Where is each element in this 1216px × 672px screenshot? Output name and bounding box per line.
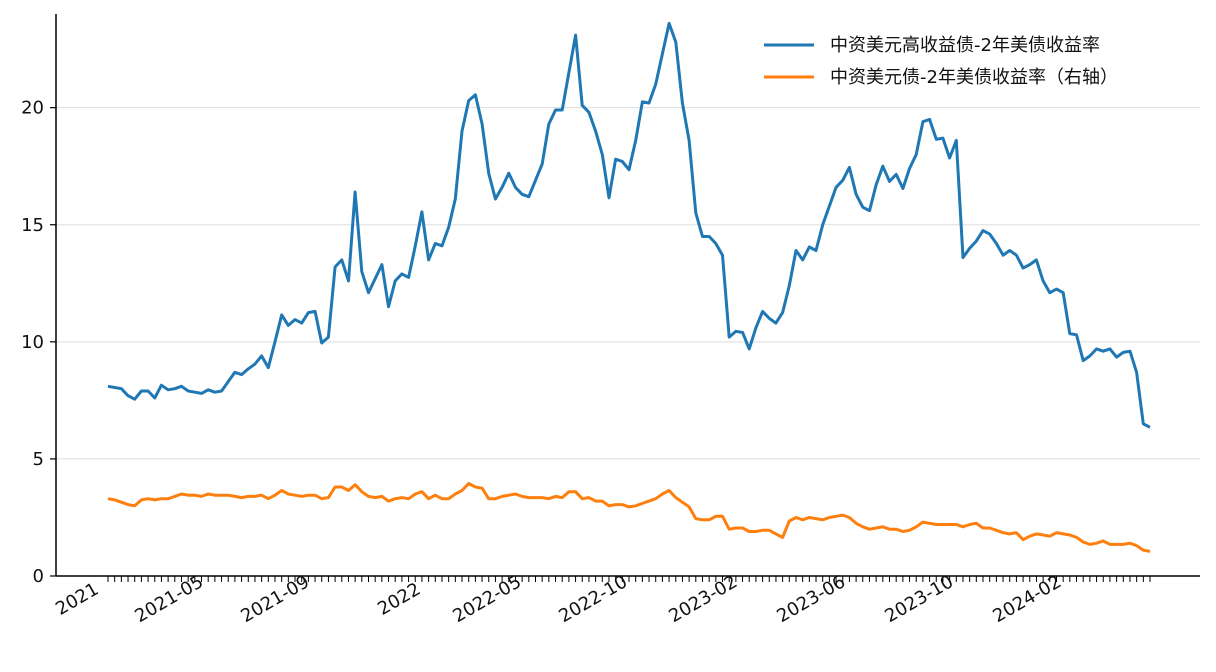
legend-label-1: 中资美元高收益债-2年美债收益率 <box>830 35 1100 56</box>
series-line-2 <box>107 482 1151 553</box>
series-line-1 <box>107 21 1151 429</box>
x-ticks: 2021 2021-05 2021-09 2022 2022-05 2022-10 2023… <box>52 571 1151 627</box>
y-tick-label-20: 20 <box>21 98 44 119</box>
legend: 中资美元高收益债-2年美债收益率 中资美元债-2年美债收益率（右轴） <box>764 35 1118 88</box>
x-tick-label-2021-05: 2021-05 <box>131 571 207 627</box>
y-tick-label-15: 15 <box>21 215 44 236</box>
x-tick-label-2023-02: 2023-02 <box>665 571 741 627</box>
y-ticks: 0 5 10 15 20 <box>21 98 56 587</box>
y-tick-label-10: 10 <box>21 332 44 353</box>
x-tick-label-2024-02: 2024-02 <box>989 571 1065 627</box>
gridlines <box>56 107 1200 460</box>
axes <box>55 14 1200 577</box>
x-tick-label-2023-06: 2023-06 <box>773 571 849 627</box>
legend-label-2: 中资美元债-2年美债收益率（右轴） <box>830 67 1118 88</box>
x-tick-label-2022: 2022 <box>374 579 424 620</box>
x-tick-label-2022-05: 2022-05 <box>449 571 525 627</box>
x-tick-label-2022-10: 2022-10 <box>555 571 631 627</box>
y-tick-label-5: 5 <box>33 449 44 470</box>
series-lines <box>107 21 1151 553</box>
y-tick-label-0: 0 <box>33 566 44 587</box>
x-tick-label-2021: 2021 <box>52 579 102 620</box>
x-tick-label-2023-10: 2023-10 <box>881 571 957 627</box>
